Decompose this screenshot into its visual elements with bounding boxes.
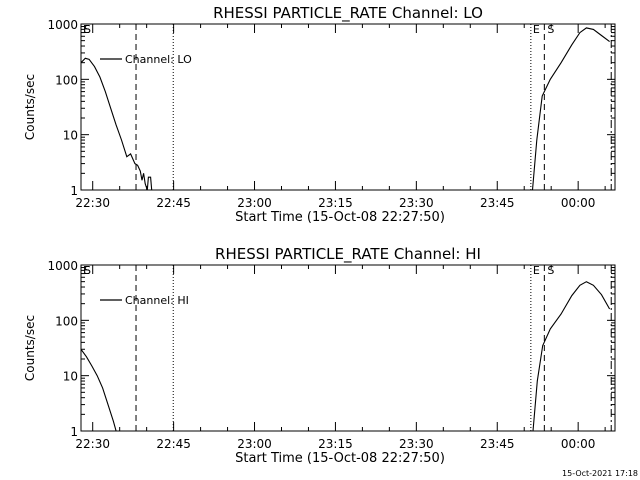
marker-letter: E (533, 23, 540, 36)
series-line (81, 348, 117, 431)
x-tick-label: 23:45 (480, 196, 515, 210)
y-tick-label: 100 (55, 73, 78, 87)
marker-letter: S (547, 23, 554, 36)
y-axis-label: Counts/sec (23, 315, 37, 381)
chart-panel-lo: RHESSI PARTICLE_RATE Channel: LO 1 10 100 10… (23, 4, 616, 225)
marker-letter: E (533, 264, 540, 277)
marker-letter: S (84, 23, 91, 36)
x-tick-label: 00:00 (561, 196, 596, 210)
x-tick-label: 23:30 (399, 437, 434, 451)
series-line (531, 27, 610, 190)
x-tick-label: 23:45 (480, 437, 515, 451)
y-tick-label: 1 (70, 184, 78, 198)
x-tick-label: 22:30 (75, 437, 110, 451)
x-tick-label: 23:15 (318, 196, 353, 210)
x-tick-label: 23:00 (237, 196, 272, 210)
y-tick-label: 1000 (47, 18, 78, 32)
x-tick-label: 23:15 (318, 437, 353, 451)
marker-letter: S (84, 264, 91, 277)
y-tick-label: 10 (63, 370, 78, 384)
y-tick-label: 1000 (47, 259, 78, 273)
x-tick-label: 22:45 (156, 437, 191, 451)
x-axis-label: Start Time (15-Oct-08 22:27:50) (235, 451, 445, 466)
y-tick-label: 100 (55, 314, 78, 328)
chart-panel-hi: RHESSI PARTICLE_RATE Channel: HI 1 10 100 10… (23, 245, 616, 466)
x-axis-label: Start Time (15-Oct-08 22:27:50) (235, 210, 445, 225)
y-tick-label: 10 (63, 129, 78, 143)
x-tick-label: 00:00 (561, 437, 596, 451)
legend-label: Channel: LO (125, 53, 192, 66)
x-tick-label: 23:30 (399, 196, 434, 210)
x-tick-label: 22:45 (156, 196, 191, 210)
chart-title: RHESSI PARTICLE_RATE Channel: LO (213, 4, 483, 23)
y-axis-label: Counts/sec (23, 74, 37, 140)
series-line (532, 281, 611, 431)
legend-label: Channel: HI (125, 294, 189, 307)
y-tick-label: 1 (70, 425, 78, 439)
chart-title: RHESSI PARTICLE_RATE Channel: HI (215, 245, 481, 264)
marker-letter: S (547, 264, 554, 277)
footer-timestamp: 15-Oct-2021 17:18 (562, 469, 638, 478)
x-tick-label: 22:30 (75, 196, 110, 210)
series-line (81, 57, 153, 190)
marker-letter: E (83, 264, 90, 277)
marker-letter: E (83, 23, 90, 36)
x-tick-label: 23:00 (237, 437, 272, 451)
